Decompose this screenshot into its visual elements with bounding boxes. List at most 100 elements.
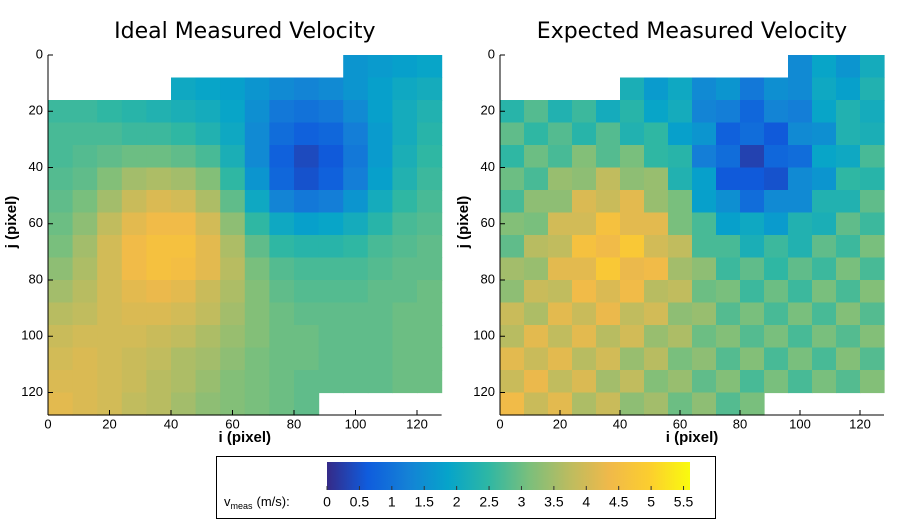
heatmap-cell [146,145,172,169]
heatmap-cell [392,122,418,146]
heatmap-cell [692,370,717,394]
heatmap-cell [764,100,789,124]
heatmap-cell [716,347,741,371]
heatmap-cell [269,167,295,191]
heatmap-cell [668,302,693,326]
colorbar-tick-label: 1.5 [414,494,434,510]
x-tick-label: 0 [496,416,503,431]
heatmap-cell [524,167,549,191]
heatmap-cell [269,370,295,394]
heatmap-cell [417,280,443,304]
heatmap-cell [318,122,344,146]
heatmap-cell [171,212,197,236]
heatmap-cell [740,280,765,304]
heatmap-cell [121,280,147,304]
heatmap-cell [97,280,123,304]
heatmap-cell [48,190,74,214]
heatmap-cell [668,122,693,146]
heatmap-cell [244,212,270,236]
heatmap-cell [716,235,741,259]
heatmap-cell [294,77,320,101]
heatmap-cell [269,212,295,236]
heatmap-cell [171,145,197,169]
heatmap-cell [740,325,765,349]
heatmap-cell [294,347,320,371]
heatmap-cell [244,257,270,281]
heatmap-cell [572,100,597,124]
heatmap-cell [788,370,813,394]
heatmap-cell [171,302,197,326]
heatmap-cell [195,122,221,146]
heatmap-cell [294,392,320,416]
heatmap-cell [548,145,573,169]
heatmap-cell [620,212,645,236]
y-tick-label: 0 [488,46,495,61]
heatmap-cell [716,122,741,146]
heatmap-cell [812,325,837,349]
heatmap-cell [220,122,246,146]
heatmap-cell [548,167,573,191]
heatmap-cell [97,100,123,124]
heatmap-cell [788,235,813,259]
heatmap-cell [860,100,885,124]
heatmap-cell [716,370,741,394]
heatmap-cell [97,167,123,191]
heatmap-cell [836,325,861,349]
heatmap-cell [644,257,669,281]
heatmap-cell [195,347,221,371]
heatmap-cell [343,370,369,394]
heatmap-cell [692,212,717,236]
heatmap-cell [343,280,369,304]
heatmap-cell [269,325,295,349]
heatmap-cell [367,235,393,259]
heatmap-cell [620,77,645,101]
heatmap-cell [244,77,270,101]
heatmap-cell [788,145,813,169]
heatmap-cell [417,100,443,124]
heatmap-cell [171,235,197,259]
heatmap-cell [72,145,98,169]
y-axis-label: j (pixel) [3,196,20,250]
heatmap-cell [812,302,837,326]
heatmap-cell [269,257,295,281]
colorbar-label: vmeas (m/s): [224,494,290,511]
heatmap-cell [692,145,717,169]
heatmap-cell [860,347,885,371]
heatmap-cell [48,235,74,259]
heatmap-cell [48,325,74,349]
heatmap-cell [596,302,621,326]
heatmap-cell [195,235,221,259]
heatmap-cell [812,100,837,124]
heatmap-cell [788,122,813,146]
heatmap-cell [764,325,789,349]
heatmap-cell [692,302,717,326]
heatmap-cell [836,347,861,371]
heatmap-cell [620,235,645,259]
heatmap-cell [596,190,621,214]
heatmap-cell [788,280,813,304]
heatmap-cell [812,190,837,214]
heatmap-cell [692,77,717,101]
heatmap-cell [788,55,813,79]
heatmap-cell [764,77,789,101]
heatmap-cell [548,392,573,416]
heatmap-cell [524,280,549,304]
heatmap-cell [740,235,765,259]
heatmap-cell [836,145,861,169]
heatmap-cell [812,77,837,101]
heatmap-cell [596,100,621,124]
heatmap-cell [740,77,765,101]
heatmap-cell [97,190,123,214]
heatmap-cell [836,77,861,101]
x-tick-label: 40 [613,416,627,431]
heatmap-cell [644,302,669,326]
heatmap-cell [367,325,393,349]
heatmap-cell [836,235,861,259]
heatmap-cell [244,302,270,326]
heatmap-cell [318,370,344,394]
heatmap-cell [244,325,270,349]
heatmap-cell [392,257,418,281]
heatmap-cell [343,145,369,169]
heatmap-cell [171,122,197,146]
heatmap-cell [97,347,123,371]
